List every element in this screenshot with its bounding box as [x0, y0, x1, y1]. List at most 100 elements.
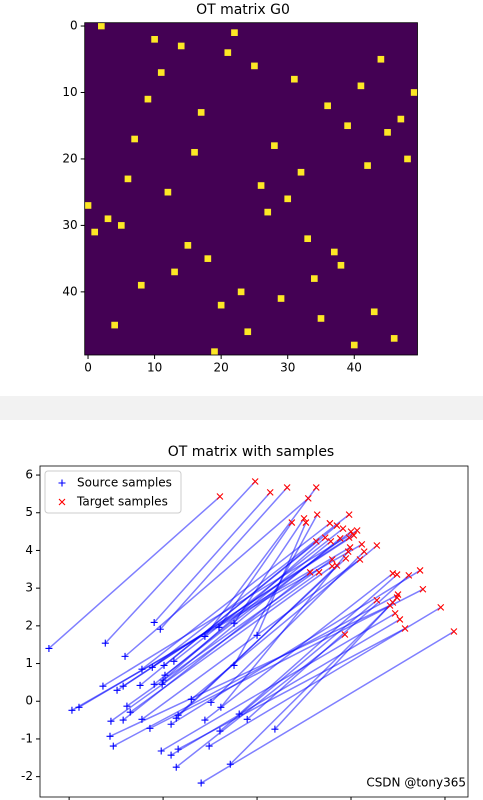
point [342, 554, 350, 562]
match-line [141, 522, 331, 670]
point [396, 616, 404, 623]
point [215, 623, 223, 631]
chart-title: OT matrix with samples [168, 444, 334, 460]
point [328, 556, 336, 563]
heatmap-cell [404, 155, 411, 163]
point [353, 527, 361, 534]
point [345, 511, 353, 519]
point [207, 698, 215, 706]
point [113, 686, 121, 694]
heatmap-cell [164, 188, 172, 196]
point [216, 493, 224, 500]
heatmap-cell [117, 222, 125, 229]
y-tick-label: 0 [25, 694, 33, 708]
point [126, 708, 134, 716]
heatmap-cell [124, 175, 132, 183]
point [271, 725, 279, 733]
heatmap-cell [291, 75, 298, 83]
point [253, 631, 261, 639]
point [327, 538, 335, 545]
point [160, 661, 168, 669]
point [283, 484, 291, 491]
heatmap-cell [157, 69, 165, 76]
point [205, 742, 213, 750]
heatmap-cell [104, 215, 112, 223]
separator [0, 396, 483, 420]
y-tick-label: -2 [21, 769, 33, 783]
match-line [160, 612, 396, 752]
point [393, 571, 401, 578]
heatmap-cell [204, 255, 212, 262]
match-line [153, 491, 271, 623]
point [300, 515, 308, 522]
point [341, 631, 349, 638]
match-line [112, 593, 399, 747]
heatmap-cell [91, 228, 99, 236]
chart-title: OT matrix G0 [196, 2, 290, 18]
point [336, 534, 344, 542]
point [172, 763, 180, 771]
point [333, 522, 341, 529]
point [201, 716, 209, 724]
point [344, 548, 352, 555]
legend-marker [58, 479, 66, 487]
point [197, 779, 205, 787]
match-line [48, 495, 221, 650]
point [174, 711, 182, 719]
y-tick-label: 6 [25, 468, 33, 482]
y-tick-label: -1 [21, 731, 33, 745]
heatmap-cell [197, 109, 205, 116]
point [138, 665, 146, 673]
y-tick-label: 1 [25, 656, 33, 670]
heatmap-cell [277, 295, 285, 302]
y-tick-label: 20 [62, 151, 77, 165]
match-line [141, 558, 361, 720]
point [109, 742, 117, 750]
point [159, 676, 167, 684]
y-tick-label: 10 [62, 85, 77, 99]
point [333, 562, 341, 569]
heatmap-cell [350, 341, 358, 349]
axes-frame [39, 465, 469, 798]
heatmap-cell [98, 22, 105, 30]
y-tick-label: 2 [25, 618, 33, 632]
match-line [110, 571, 320, 722]
heatmap-cell [357, 82, 365, 90]
heatmap-cell [370, 308, 378, 316]
match-line [109, 604, 391, 737]
heatmap-cell [324, 102, 331, 110]
point [302, 519, 310, 526]
heatmap-cell [377, 55, 385, 63]
heatmap-cell [137, 281, 145, 289]
x-tick-label: 40 [347, 361, 362, 375]
point [304, 495, 312, 502]
point [360, 548, 368, 555]
match-line [177, 557, 347, 716]
match-line [219, 599, 378, 732]
heatmap-cell [211, 348, 218, 355]
point [119, 716, 127, 724]
point [148, 663, 156, 671]
match-line [151, 514, 350, 668]
point [75, 703, 83, 711]
heatmap-cell [337, 261, 345, 269]
x-tick-label: 20 [214, 361, 229, 375]
point [136, 681, 144, 689]
legend-marker [58, 498, 66, 506]
point [230, 619, 238, 627]
point [373, 596, 381, 604]
point [150, 618, 158, 626]
point [121, 652, 129, 660]
x-tick-label: 30 [280, 361, 295, 375]
heatmap-cell [151, 35, 158, 43]
point [326, 519, 334, 527]
x-tick-label: 10 [147, 361, 162, 375]
heatmap-cell [284, 195, 292, 203]
point [201, 632, 209, 640]
point [123, 702, 131, 710]
match-line [173, 527, 344, 662]
match-line [126, 558, 333, 707]
point [266, 489, 274, 496]
axes-frame [84, 22, 418, 356]
